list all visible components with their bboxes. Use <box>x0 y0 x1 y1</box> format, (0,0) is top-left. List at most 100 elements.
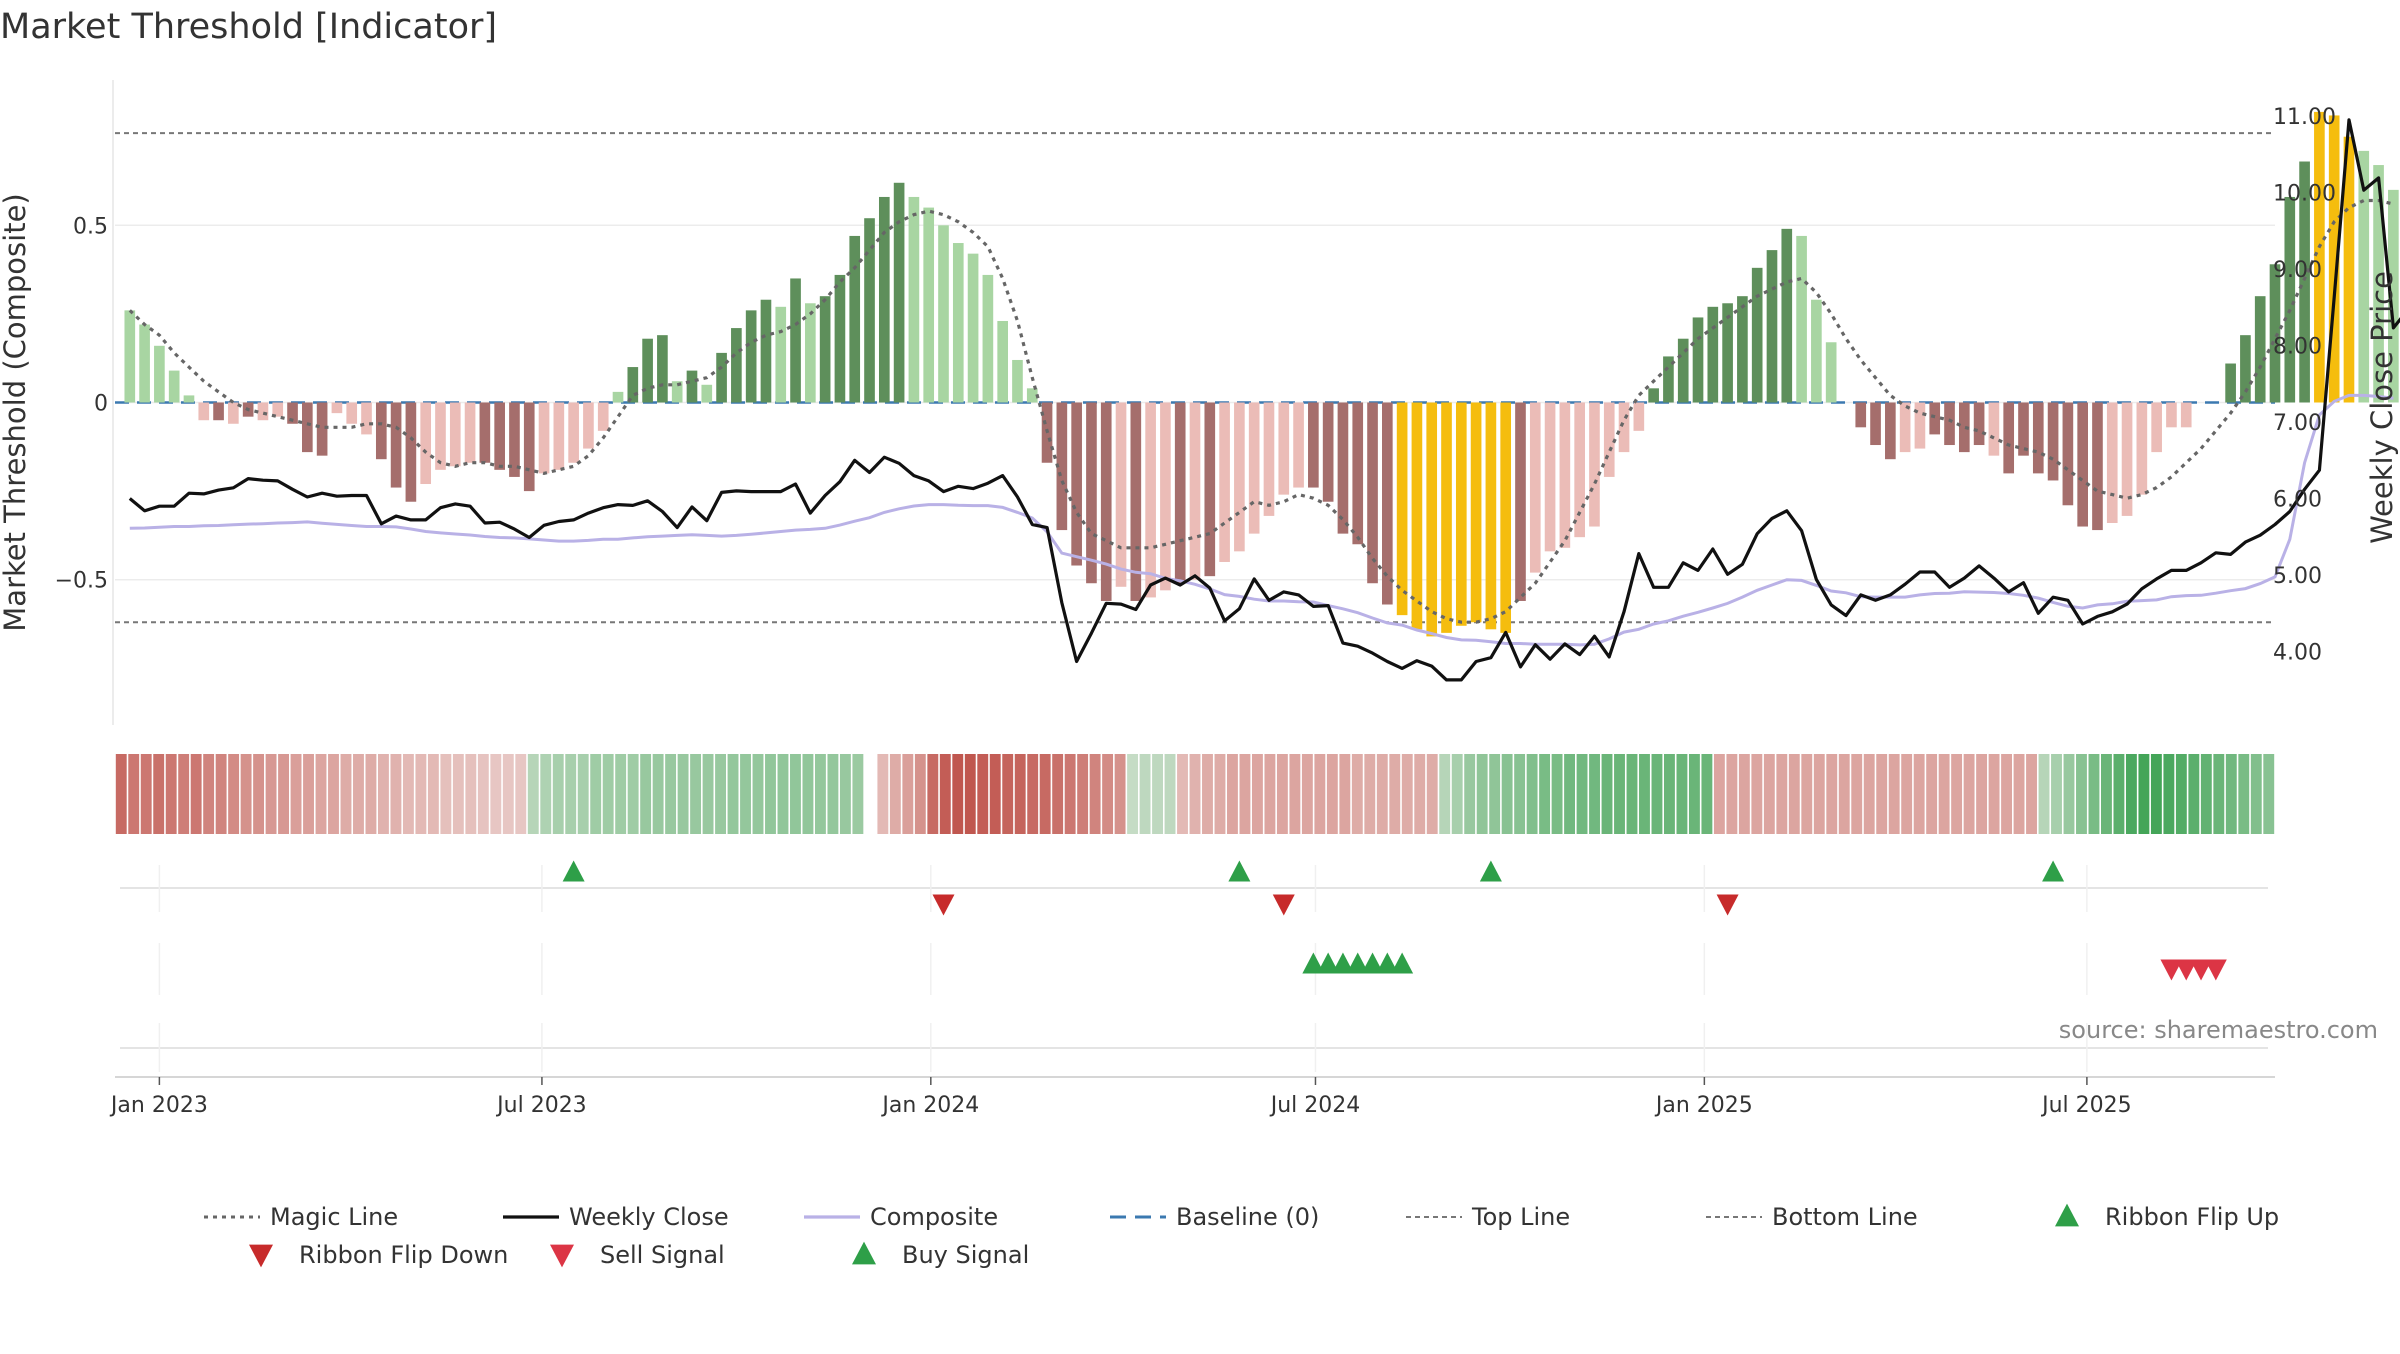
histogram-bar <box>2180 402 2192 428</box>
y-right-tick-label: 5.00 <box>2273 564 2322 589</box>
ribbon-cell <box>1102 754 1114 834</box>
histogram-bar <box>1633 402 1645 431</box>
histogram-bar <box>154 345 165 403</box>
ribbon-cell <box>1988 754 2000 834</box>
histogram-bar <box>2047 402 2059 481</box>
ribbon-cell <box>452 754 464 834</box>
ribbon-cell <box>727 754 739 834</box>
ribbon-cell <box>1152 754 1163 834</box>
ribbon-cell <box>1639 754 1650 834</box>
histogram-bar <box>2062 402 2074 506</box>
histogram-bar <box>657 335 668 403</box>
ribbon-cell <box>1626 754 1638 834</box>
ribbon-cell <box>303 754 314 834</box>
histogram-bar <box>346 402 358 424</box>
ribbon-cell <box>2263 754 2275 834</box>
histogram-bar <box>1263 402 1275 516</box>
ribbon-cell <box>1514 754 1526 834</box>
histogram-bar <box>2225 363 2236 403</box>
ribbon-cell <box>802 754 814 834</box>
x-tick-label: Jul 2024 <box>1269 1093 1361 1118</box>
histogram-bar <box>405 402 417 502</box>
histogram-bar <box>2328 115 2340 403</box>
ribbon-cell <box>2026 754 2037 834</box>
histogram-bar <box>864 218 875 403</box>
histogram-bar <box>1515 402 1526 601</box>
ribbon-cell <box>1938 754 1950 834</box>
histogram-bar <box>1234 402 1245 552</box>
histogram-bar <box>479 402 491 463</box>
histogram-bar <box>834 274 846 403</box>
histogram-bar <box>1737 296 1748 403</box>
histogram-bar <box>1411 402 1423 630</box>
ribbon-cell <box>1177 754 1188 834</box>
histogram-bar <box>1204 402 1216 577</box>
histogram-bar <box>213 402 224 421</box>
ribbon-cell <box>552 754 564 834</box>
histogram-bar <box>908 196 920 403</box>
histogram-bar <box>1455 402 1467 626</box>
magic-line <box>128 198 2394 624</box>
ribbon-cell <box>440 754 452 834</box>
histogram-bar <box>1855 402 1867 428</box>
ribbon-cell <box>939 754 951 834</box>
histogram-bar <box>1071 402 1082 566</box>
ribbon-cell <box>1963 754 1975 834</box>
histogram-bar <box>2240 335 2251 403</box>
ribbon-cell <box>1676 754 1688 834</box>
ribbon-cell <box>165 754 177 834</box>
ribbon-cell <box>1314 754 1326 834</box>
ribbon-cell <box>1264 754 1276 834</box>
ribbon-cell <box>1701 754 1713 834</box>
ribbon-cell <box>602 754 614 834</box>
signal-panels <box>115 860 2275 1078</box>
histogram-bar <box>1441 402 1452 633</box>
ribbon-cell <box>1976 754 1988 834</box>
ribbon-strip <box>115 754 2275 834</box>
ribbon-flip-down-marker <box>932 894 955 916</box>
ribbon-cell <box>2225 754 2237 834</box>
ribbon-cell <box>1876 754 1888 834</box>
histogram-bar <box>1899 402 1911 453</box>
histogram-bar <box>1219 402 1230 562</box>
chart-title: Market Threshold [Indicator] <box>0 7 497 47</box>
ribbon-cell <box>1089 754 1101 834</box>
ribbon-cell <box>1276 754 1288 834</box>
histogram-bar <box>893 182 905 403</box>
histogram-bar <box>1367 402 1378 584</box>
ribbon-cell <box>1951 754 1963 834</box>
ribbon-cell <box>490 754 502 834</box>
ribbon-cell <box>402 754 414 834</box>
x-tick-label: Jul 2023 <box>495 1093 587 1118</box>
ribbon-cell <box>1726 754 1738 834</box>
y-right-tick-label: 8.00 <box>2273 334 2322 359</box>
ribbon-cell <box>1651 754 1663 834</box>
ribbon-cell <box>964 754 976 834</box>
ribbon-cell <box>565 754 577 834</box>
histogram-bar <box>716 352 727 403</box>
ribbon-cell <box>1501 754 1513 834</box>
histogram-bar <box>1677 338 1689 403</box>
histogram-bar <box>1589 402 1600 527</box>
histogram-bar <box>1766 250 1778 403</box>
histogram-bar <box>1278 402 1290 495</box>
ribbon-cell <box>977 754 989 834</box>
histogram-bar <box>1145 402 1156 598</box>
ribbon-cell <box>814 754 826 834</box>
y-right-tick-label: 6.00 <box>2273 488 2322 513</box>
ribbon-flip-up-marker <box>1228 860 1251 882</box>
histogram-bar <box>168 370 180 403</box>
histogram-bar <box>1707 306 1719 403</box>
histogram-bar <box>1189 402 1201 580</box>
ribbon-cell <box>265 754 277 834</box>
histogram-bar <box>701 384 713 403</box>
ribbon-cell <box>427 754 439 834</box>
ribbon-cell <box>377 754 389 834</box>
legend-label: Ribbon Flip Down <box>299 1241 508 1269</box>
ribbon-cell <box>340 754 352 834</box>
ribbon-cell <box>1801 754 1813 834</box>
histogram-bar <box>2092 402 2103 531</box>
ribbon-cell <box>652 754 664 834</box>
histogram-bar <box>1396 402 1408 616</box>
ribbon-cell <box>1526 754 1538 834</box>
